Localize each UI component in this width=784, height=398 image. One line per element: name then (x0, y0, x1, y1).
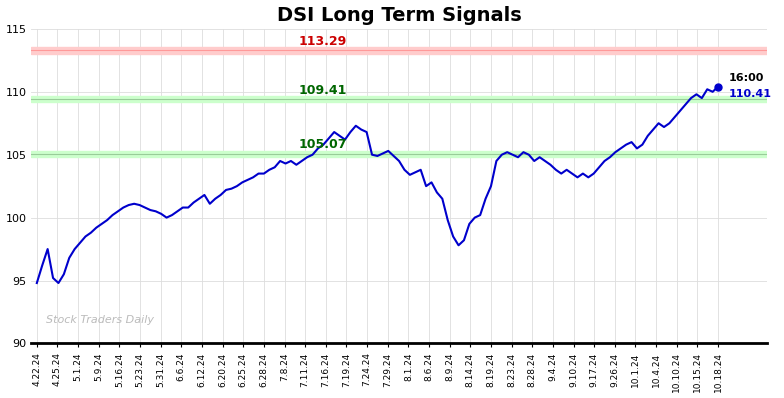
Bar (31, 151, 767, 157)
Title: DSI Long Term Signals: DSI Long Term Signals (277, 6, 521, 25)
Text: 105.07: 105.07 (299, 138, 347, 151)
Text: Stock Traders Daily: Stock Traders Daily (46, 314, 154, 324)
Bar (31, 96, 767, 102)
Text: 110.41: 110.41 (729, 89, 772, 99)
Text: 109.41: 109.41 (299, 84, 347, 97)
Text: 16:00: 16:00 (729, 73, 764, 83)
Bar (31, 47, 767, 54)
Text: 113.29: 113.29 (299, 35, 347, 48)
